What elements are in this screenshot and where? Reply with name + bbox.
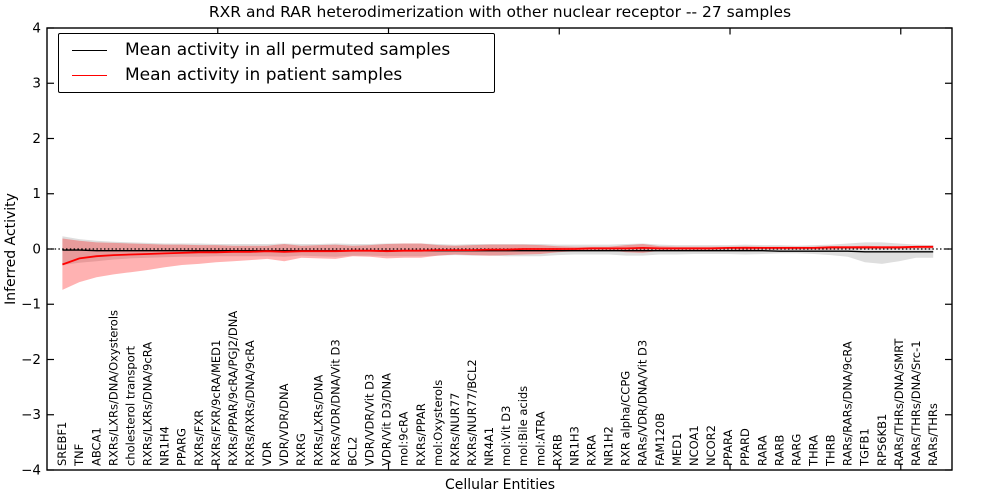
x-category-label: NR1H3	[567, 426, 581, 466]
x-category-label: THRB	[824, 434, 838, 467]
y-tick-label: −4	[21, 462, 41, 478]
x-axis-label: Cellular Entities	[444, 477, 556, 493]
x-category-label: RXRs/VDR/DNA/Vit D3	[328, 339, 342, 466]
x-category-label: RXRs/LXRs/DNA	[311, 375, 325, 466]
x-category-label: TGFB1	[858, 428, 872, 467]
x-category-label: RXRB	[550, 434, 564, 466]
x-category-label: RARs/THRs	[926, 403, 940, 466]
legend-item-permuted: Mean activity in all permuted samples	[59, 38, 494, 63]
x-category-label: VDR/VDR/Vit D3	[362, 374, 376, 466]
x-category-label: RXRs/RXRs/DNA/9cRA	[243, 340, 257, 466]
patient-mean-line	[62, 245, 934, 266]
permuted-mean-line	[62, 249, 934, 253]
y-tick-label: 1	[32, 186, 41, 202]
x-category-label: mol:Vit D3	[499, 406, 513, 466]
y-tick-label: 4	[32, 20, 41, 36]
x-category-label: VDR/VDR/DNA	[277, 383, 291, 466]
legend-label-patient: Mean activity in patient samples	[125, 65, 403, 85]
x-category-label: mol:Bile acids	[516, 386, 530, 466]
y-tick-label: −1	[21, 297, 41, 313]
x-category-label: RXRs/PPAR	[414, 403, 428, 466]
x-category-label: RXRs/NUR77/BCL2	[465, 359, 479, 466]
y-axis-label: Inferred Activity	[3, 193, 19, 305]
legend-item-patient: Mean activity in patient samples	[59, 63, 494, 88]
y-tick-label: −2	[21, 352, 41, 368]
x-category-label: VDR/Vit D3/DNA	[380, 373, 394, 466]
x-category-label: NR1H4	[158, 426, 172, 466]
x-category-label: RARs/THRs/DNA/SMRT	[892, 338, 906, 466]
x-category-label: mol:Oxysterols	[431, 380, 445, 466]
patient-line-swatch	[72, 75, 107, 76]
x-category-label: TNF	[72, 444, 86, 467]
x-category-label: RXRs/FXR/9cRA/MED1	[209, 340, 223, 466]
y-tick-label: 2	[32, 131, 41, 147]
x-category-label: RARA	[755, 435, 769, 466]
x-category-label: RARs/THRs/DNA/Src-1	[909, 340, 923, 466]
y-tick-label: −3	[21, 407, 41, 423]
x-category-label: ABCA1	[89, 427, 103, 466]
chart-title: RXR and RAR heterodimerization with othe…	[208, 3, 792, 21]
x-category-label: RXR alpha/CCPG	[619, 371, 633, 466]
x-category-label: VDR	[260, 441, 274, 466]
x-category-label: PPARG	[175, 428, 189, 466]
y-tick-label: 0	[32, 241, 41, 257]
x-category-label: RXRA	[584, 435, 598, 466]
x-category-label: RXRs/NUR77	[448, 393, 462, 466]
x-category-label: PPARD	[738, 428, 752, 466]
x-category-label: RPS6KB1	[875, 414, 889, 466]
x-category-label: NCOR2	[704, 425, 718, 466]
x-category-label: MED1	[670, 433, 684, 466]
permuted-line-swatch	[72, 50, 107, 51]
x-category-label: RARG	[789, 434, 803, 466]
x-category-label: cholesterol transport	[123, 346, 137, 466]
x-category-label: BCL2	[345, 437, 359, 466]
x-category-label: PPARA	[721, 429, 735, 466]
x-category-label: mol:ATRA	[533, 411, 547, 466]
x-category-label: RXRs/PPAR/9cRA/PGJ2/DNA	[226, 311, 240, 466]
x-category-label: RXRs/FXR	[192, 410, 206, 466]
legend: Mean activity in all permuted samples Me…	[58, 33, 495, 93]
x-category-label: SREBF1	[55, 422, 69, 466]
x-category-label: RXRs/LXRs/DNA/9cRA	[140, 342, 154, 466]
x-category-label: FAM120B	[653, 413, 667, 466]
x-category-label: THRA	[806, 435, 820, 467]
x-category-label: NR4A1	[482, 427, 496, 466]
x-category-label: RXRG	[294, 433, 308, 466]
y-tick-label: 3	[32, 76, 41, 92]
x-category-label: mol:9cRA	[397, 412, 411, 466]
x-category-label: RARs/VDR/DNA/Vit D3	[636, 340, 650, 466]
x-category-label: RARB	[772, 435, 786, 466]
x-category-label: NCOA1	[687, 425, 701, 466]
x-category-label: RARs/RARs/DNA/9cRA	[841, 341, 855, 466]
x-category-label: NR1H2	[602, 426, 616, 466]
x-category-label: RXRs/LXRs/DNA/Oxysterols	[106, 310, 120, 466]
legend-label-permuted: Mean activity in all permuted samples	[125, 40, 451, 60]
